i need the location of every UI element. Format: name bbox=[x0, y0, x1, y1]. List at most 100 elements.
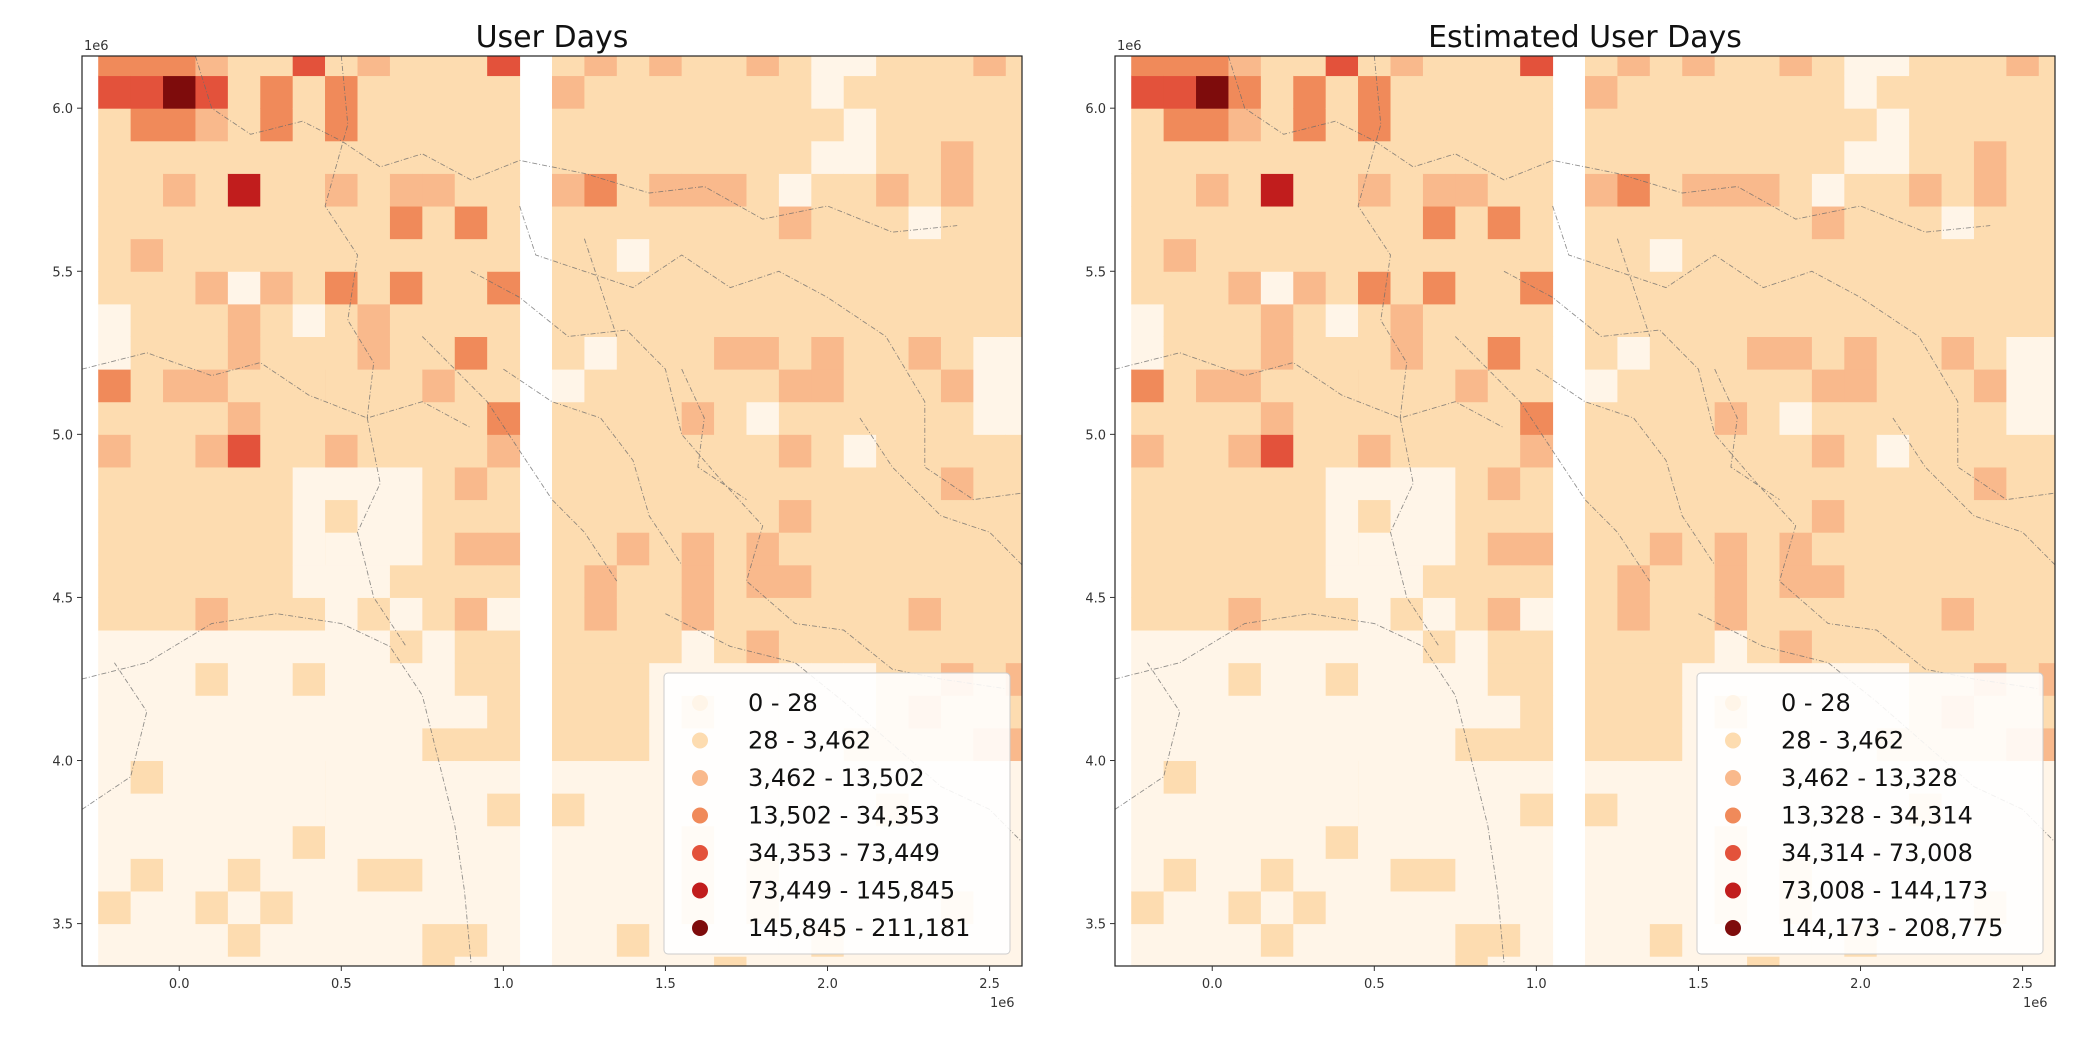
heatmap-cell bbox=[2038, 369, 2055, 403]
heatmap-cell bbox=[714, 597, 747, 631]
heatmap-cell bbox=[1520, 597, 1554, 631]
heatmap-cell bbox=[1811, 499, 1845, 533]
heatmap-cell bbox=[811, 75, 845, 109]
heatmap-cell bbox=[487, 238, 521, 272]
heatmap-cell bbox=[1038, 924, 1071, 957]
heatmap-cell bbox=[1260, 793, 1294, 827]
heatmap-cell bbox=[1038, 891, 1071, 924]
heatmap-cell bbox=[1617, 303, 1651, 338]
heatmap-cell bbox=[389, 369, 423, 403]
heatmap-cell bbox=[1260, 434, 1294, 468]
heatmap-cell bbox=[292, 564, 326, 598]
heatmap-cell bbox=[1941, 369, 1975, 403]
heatmap-cell bbox=[1196, 140, 1229, 174]
heatmap-cell bbox=[1617, 858, 1651, 892]
heatmap-cell bbox=[389, 532, 423, 566]
heatmap-cell bbox=[1260, 108, 1294, 142]
heatmap-cell bbox=[1005, 434, 1022, 468]
heatmap-cell bbox=[1358, 760, 1392, 794]
heatmap-cell bbox=[163, 108, 196, 142]
heatmap-cell bbox=[616, 825, 650, 859]
heatmap-cell bbox=[649, 140, 683, 174]
heatmap-cell bbox=[1909, 597, 1943, 631]
heatmap-cell bbox=[1779, 532, 1813, 566]
heatmap-cell bbox=[811, 303, 845, 338]
heatmap-cell bbox=[746, 369, 780, 403]
heatmap-cell bbox=[260, 499, 294, 533]
heatmap-cell bbox=[325, 923, 359, 957]
heatmap-cell bbox=[163, 434, 196, 468]
heatmap-cell bbox=[1196, 662, 1229, 696]
heatmap-cell bbox=[487, 956, 521, 966]
heatmap-cell bbox=[843, 597, 877, 631]
heatmap-cell bbox=[909, 10, 942, 43]
x-axis-ticks: 0.0 0.5 1.0 1.5 2.0 2.5 bbox=[169, 966, 1000, 992]
heatmap-cell bbox=[1844, 173, 1878, 207]
heatmap-cell bbox=[1649, 466, 1683, 501]
heatmap-cell bbox=[1325, 173, 1359, 207]
heatmap-cell bbox=[1941, 271, 1975, 305]
heatmap-cell bbox=[1844, 597, 1878, 631]
heatmap-cell bbox=[260, 564, 294, 598]
heatmap-cell bbox=[973, 466, 1007, 501]
heatmap-cell bbox=[1228, 825, 1262, 859]
heatmap-cell bbox=[1038, 663, 1071, 696]
heatmap-cell bbox=[811, 401, 845, 435]
heatmap-cell bbox=[649, 336, 683, 370]
heatmap-cell bbox=[2071, 826, 2097, 859]
heatmap-cell bbox=[454, 858, 488, 892]
heatmap-cell bbox=[2006, 369, 2040, 403]
heatmap-cell bbox=[2038, 564, 2055, 598]
heatmap-cell bbox=[1228, 760, 1262, 794]
heatmap-cell bbox=[1973, 271, 2007, 305]
heatmap-cell bbox=[1455, 890, 1489, 925]
heatmap-cell bbox=[908, 108, 942, 142]
heatmap-cell bbox=[1973, 466, 2007, 501]
heatmap-cell bbox=[1682, 434, 1716, 468]
heatmap-cell bbox=[1163, 760, 1197, 794]
heatmap-cell bbox=[584, 597, 618, 631]
heatmap-cell bbox=[973, 271, 1007, 305]
heatmap-cell bbox=[941, 10, 974, 43]
heatmap-cell bbox=[552, 108, 585, 142]
heatmap-cell bbox=[1326, 10, 1359, 43]
x-tick-label: 0.5 bbox=[1364, 977, 1385, 992]
heatmap-cell bbox=[357, 499, 391, 533]
heatmap-cell bbox=[1585, 923, 1618, 957]
heatmap-cell bbox=[1779, 173, 1813, 207]
heatmap-cell bbox=[98, 630, 132, 664]
heatmap-cell bbox=[1131, 108, 1165, 142]
heatmap-cell bbox=[1358, 956, 1392, 966]
heatmap-cell bbox=[1163, 369, 1197, 403]
heatmap-cell bbox=[1422, 108, 1456, 142]
heatmap-cell bbox=[1358, 56, 1392, 77]
heatmap-cell bbox=[1585, 793, 1618, 827]
heatmap-cell bbox=[1649, 75, 1683, 109]
heatmap-cell bbox=[1228, 303, 1262, 338]
heatmap-cell bbox=[1487, 793, 1521, 827]
heatmap-cell bbox=[1228, 466, 1262, 501]
heatmap-cell bbox=[2071, 761, 2097, 794]
heatmap-cell bbox=[389, 434, 423, 468]
heatmap-cell bbox=[616, 56, 650, 77]
heatmap-cell bbox=[1358, 10, 1391, 43]
heatmap-cell bbox=[1228, 793, 1262, 827]
border-line bbox=[1227, 56, 1991, 233]
heatmap-cell bbox=[260, 727, 294, 762]
heatmap-cell bbox=[584, 890, 618, 925]
heatmap-cell bbox=[1358, 173, 1392, 207]
heatmap-cell bbox=[1649, 793, 1683, 827]
heatmap-cell bbox=[454, 923, 488, 957]
heatmap-cell bbox=[876, 75, 910, 109]
heatmap-cell bbox=[1682, 956, 1716, 966]
heatmap-cell bbox=[940, 140, 974, 174]
heatmap-cell bbox=[487, 369, 521, 403]
heatmap-cell bbox=[195, 695, 229, 729]
heatmap-cell bbox=[1811, 532, 1845, 566]
heatmap-cell bbox=[1005, 206, 1022, 240]
heatmap-cell bbox=[1358, 369, 1392, 403]
heatmap-cell bbox=[227, 727, 261, 762]
heatmap-cell bbox=[1520, 662, 1554, 696]
heatmap-cell bbox=[1325, 271, 1359, 305]
heatmap-cell bbox=[1714, 499, 1748, 533]
